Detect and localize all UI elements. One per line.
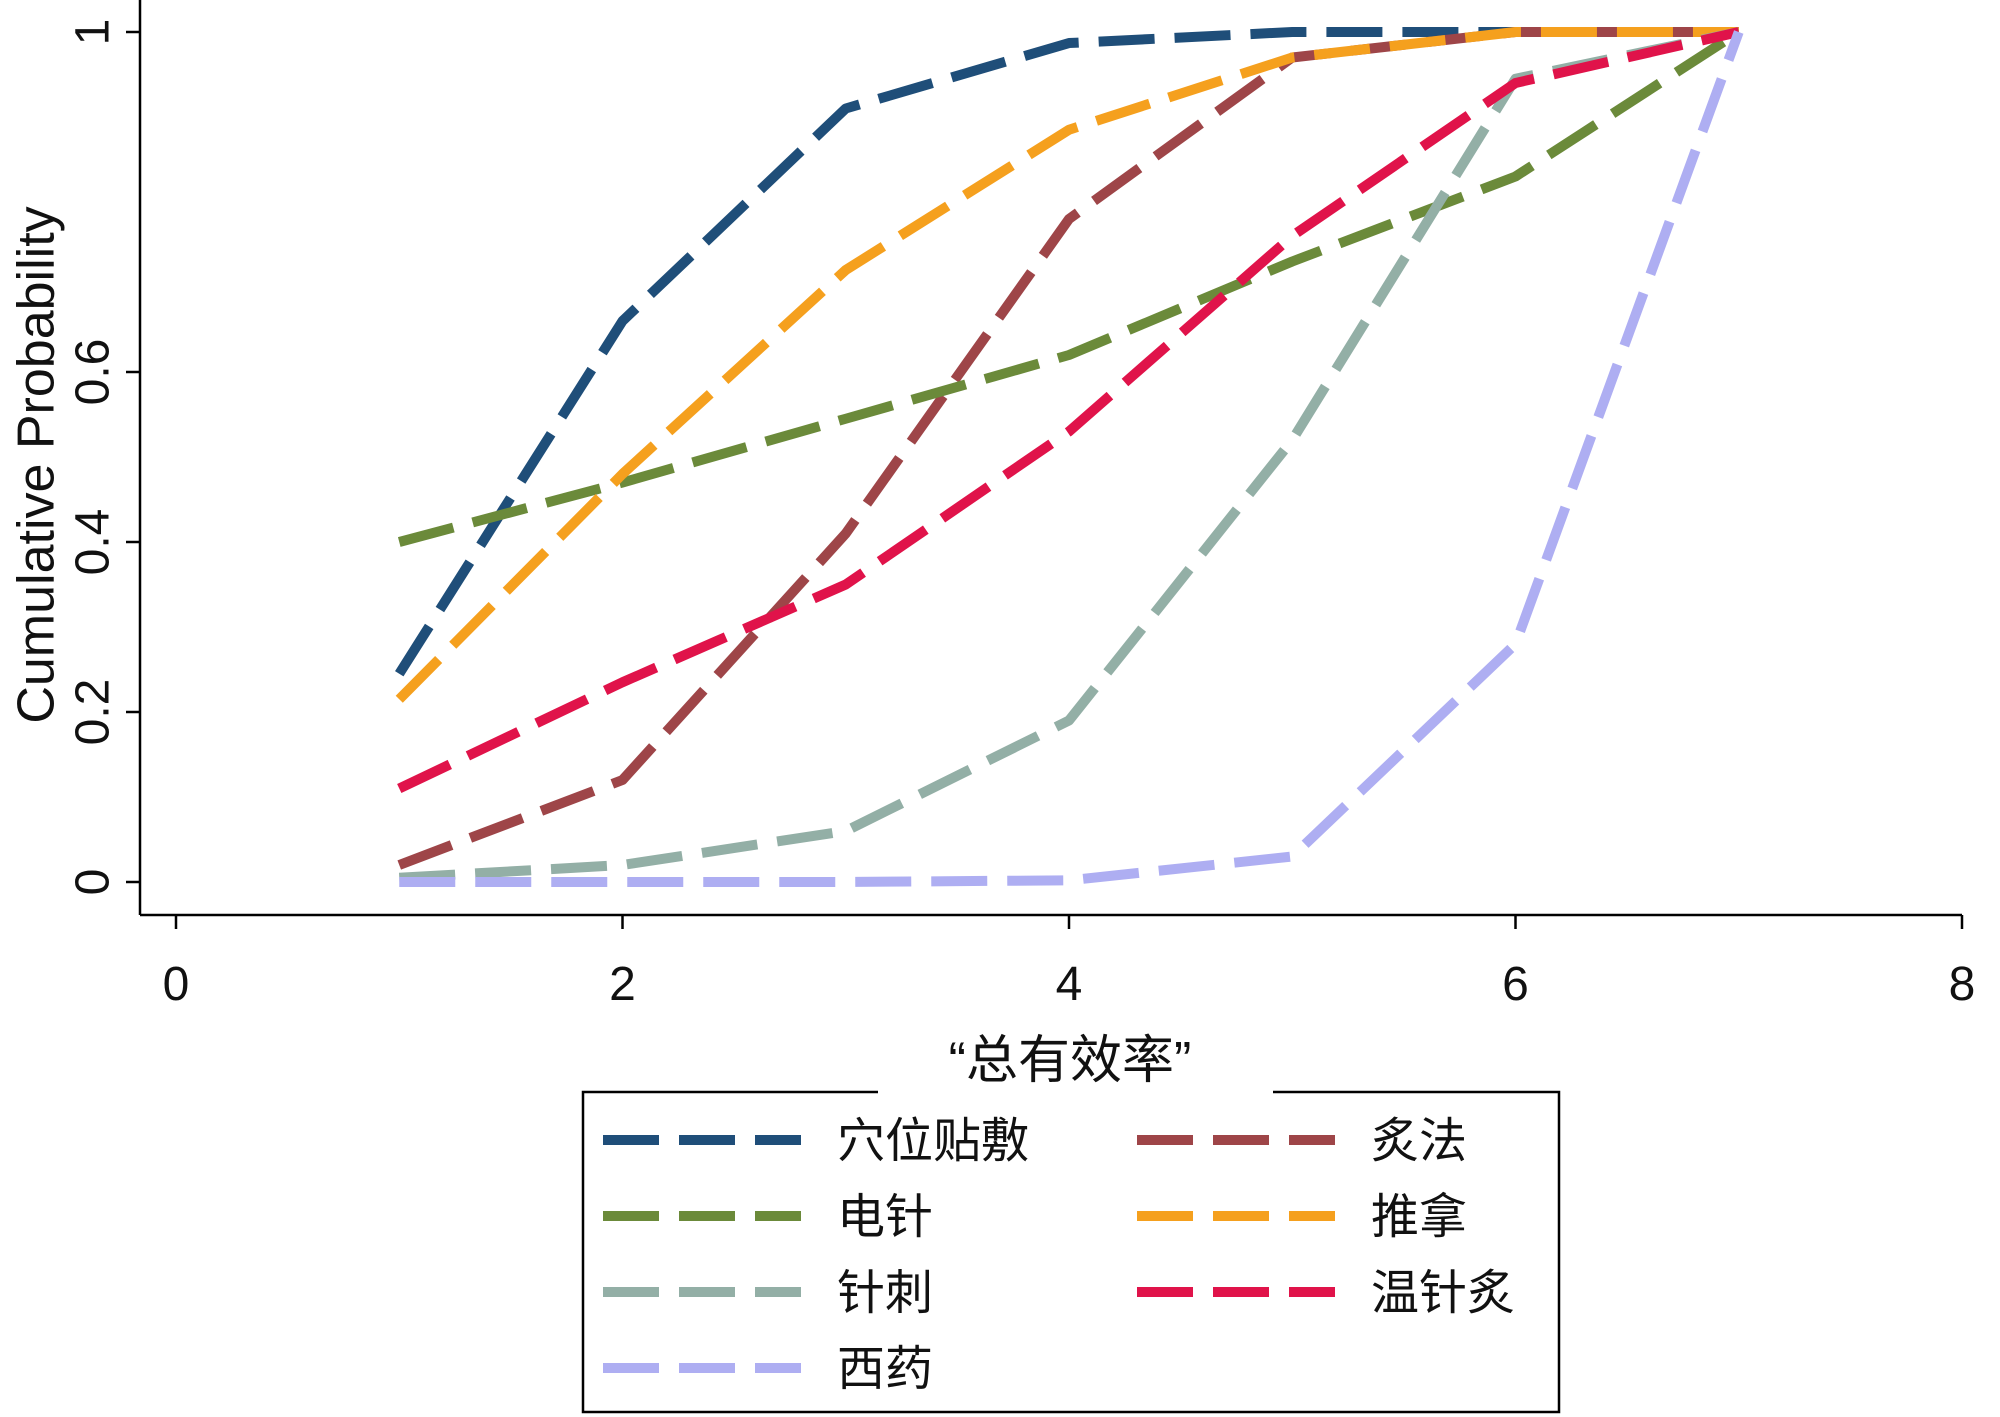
legend-frame (581, 1090, 1561, 1414)
series-line-4 (395, 27, 1739, 703)
y-tick-label: 0.4 (67, 509, 120, 576)
y-tick-label: 1 (67, 19, 120, 46)
series-line-2 (397, 27, 1739, 870)
axes: 0 2 4 6 8 0 0.2 0.4 0.6 1 (67, 0, 1976, 1011)
y-tick-label: 0.2 (67, 679, 120, 746)
legend-label: 针刺 (837, 1265, 933, 1321)
x-tick-label: 0 (163, 958, 190, 1011)
y-axis-title: Cumulative Probability (8, 206, 66, 723)
series-line-5 (398, 27, 1740, 883)
x-axis-title: “总有效率” (949, 1032, 1192, 1090)
series-line-7 (399, 30, 1744, 887)
x-tick-label: 8 (1949, 958, 1976, 1011)
x-tick-label: 6 (1502, 958, 1529, 1011)
legend-label: 温针炙 (1371, 1265, 1515, 1321)
series-line-6 (397, 27, 1740, 794)
legend-label: 推拿 (1371, 1189, 1467, 1245)
y-tick-label: 0.6 (67, 339, 120, 406)
legend-label: 炙法 (1371, 1113, 1467, 1169)
series-layer (395, 27, 1744, 887)
x-tick-label: 4 (1056, 958, 1083, 1011)
y-tick-label: 0 (67, 869, 120, 896)
series-line-3 (397, 27, 1742, 547)
legend-label: 穴位贴敷 (837, 1113, 1029, 1169)
legend-label: 西药 (837, 1341, 933, 1397)
legend-label: 电针 (837, 1189, 933, 1245)
x-tick-label: 2 (609, 958, 636, 1011)
